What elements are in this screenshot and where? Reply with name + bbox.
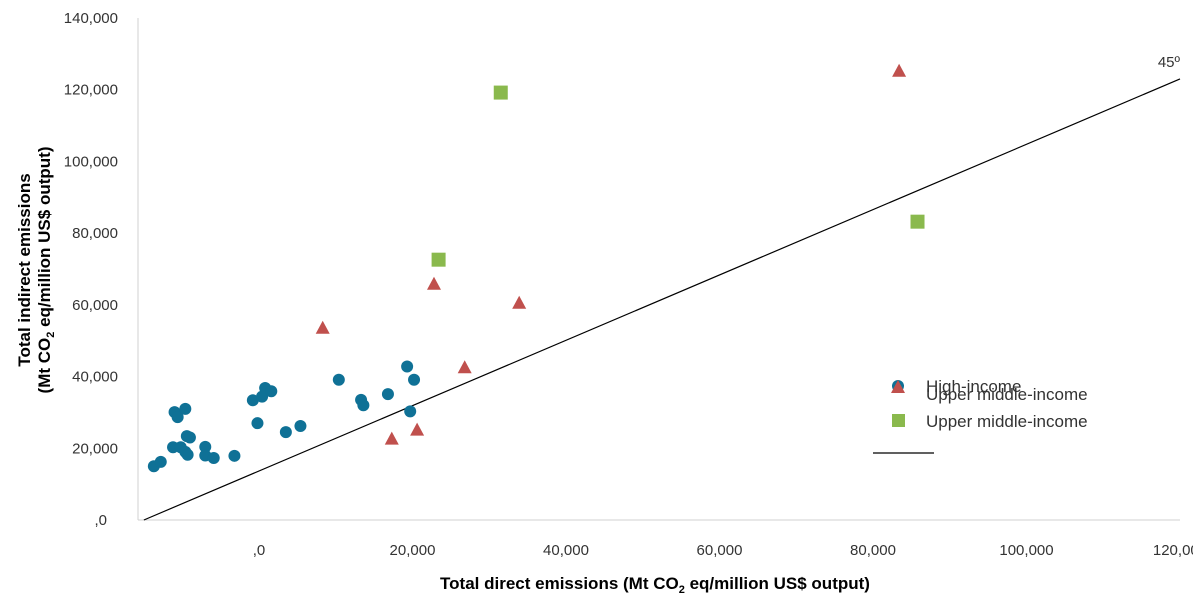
x-tick-label: ,0	[253, 542, 266, 559]
legend-label-upper-middle-income-2: Upper middle-income	[926, 412, 1088, 431]
x-tick-labels: ,0 20,000 40,000 60,000 80,000 100,000 120,000	[253, 542, 1193, 559]
reference-line-label: 45º	[1158, 54, 1181, 71]
x-tick-label: 20,000	[390, 542, 436, 559]
data-point-upper-middle-income-square	[431, 252, 446, 267]
x-tick-label: 100,000	[999, 542, 1053, 559]
data-point-high-income	[246, 394, 259, 407]
data-point-high-income	[181, 448, 194, 461]
data-point-high-income	[357, 399, 370, 412]
data-point-high-income	[381, 388, 394, 401]
x-axis-title: Total direct emissions (Mt CO2 eq/millio…	[440, 574, 870, 596]
data-point-upper-middle-income-triangle	[892, 63, 907, 77]
data-point-high-income	[265, 385, 278, 398]
y-axis-title: Total indirect emissions (Mt CO2 eq/mill…	[15, 147, 57, 394]
data-point-upper-middle-income-triangle	[426, 276, 441, 290]
x-axis-title-subscript: 2	[679, 584, 685, 596]
data-point-upper-middle-income-square	[493, 85, 508, 100]
data-point-high-income	[404, 405, 417, 418]
data-point-upper-middle-income-triangle	[410, 422, 425, 436]
x-axis-title-suffix: eq/million US$ output)	[685, 574, 870, 593]
x-axis-title-prefix: Total direct emissions (Mt CO	[440, 574, 679, 593]
data-point-high-income	[294, 420, 307, 433]
data-point-upper-middle-income-triangle	[384, 431, 399, 445]
data-point-high-income	[183, 431, 196, 444]
x-tick-label: 40,000	[543, 542, 589, 559]
reference-line-45	[143, 78, 1181, 521]
y-tick-labels: ,0 20,000 40,000 60,000 80,000 100,000 120,000…	[64, 10, 118, 529]
data-point-high-income	[207, 451, 220, 464]
y-tick-label: 80,000	[72, 225, 118, 242]
data-point-high-income	[228, 449, 241, 462]
y-tick-label: 40,000	[72, 369, 118, 386]
legend: High-income Upper middle-income Upper mi…	[873, 377, 1088, 454]
data-point-upper-middle-income-triangle	[457, 360, 472, 374]
y-axis-title-line2-prefix: (Mt CO	[35, 338, 54, 394]
data-point-high-income	[171, 411, 184, 424]
legend-label-high-income: High-income	[926, 377, 1021, 396]
legend-marker-square	[892, 414, 905, 427]
legend-label-upper-middle-income: Upper middle-income	[926, 385, 1088, 404]
data-point-upper-middle-income-triangle	[315, 320, 330, 334]
data-points	[147, 63, 925, 473]
y-tick-label: ,0	[94, 512, 107, 529]
y-axis-title-line1: Total indirect emissions	[15, 173, 34, 366]
data-point-high-income	[154, 455, 167, 468]
y-tick-label: 20,000	[72, 440, 118, 457]
y-axis-title-line2: (Mt CO2 eq/million US$ output)	[35, 147, 57, 394]
axes	[137, 18, 1180, 521]
x-tick-label: 120,000	[1153, 542, 1193, 559]
data-point-high-income	[199, 440, 212, 453]
y-axis-title-line2-subscript: 2	[45, 332, 57, 338]
y-axis-title-line2-suffix: eq/million US$ output)	[35, 147, 54, 332]
data-point-upper-middle-income-square	[910, 214, 925, 229]
y-tick-label: 60,000	[72, 297, 118, 314]
data-point-high-income	[408, 373, 421, 386]
y-tick-label: 120,000	[64, 82, 118, 99]
reference-line-group: 45º	[143, 54, 1181, 521]
y-tick-label: 140,000	[64, 10, 118, 27]
x-tick-label: 80,000	[850, 542, 896, 559]
x-tick-label: 60,000	[697, 542, 743, 559]
legend-marker-triangle	[891, 380, 905, 393]
data-point-high-income	[279, 426, 292, 439]
data-point-high-income	[179, 402, 192, 415]
data-point-high-income	[401, 360, 414, 373]
y-tick-label: 100,000	[64, 153, 118, 170]
data-point-upper-middle-income-triangle	[512, 295, 527, 309]
data-point-high-income	[251, 417, 264, 430]
data-point-high-income	[332, 373, 345, 386]
